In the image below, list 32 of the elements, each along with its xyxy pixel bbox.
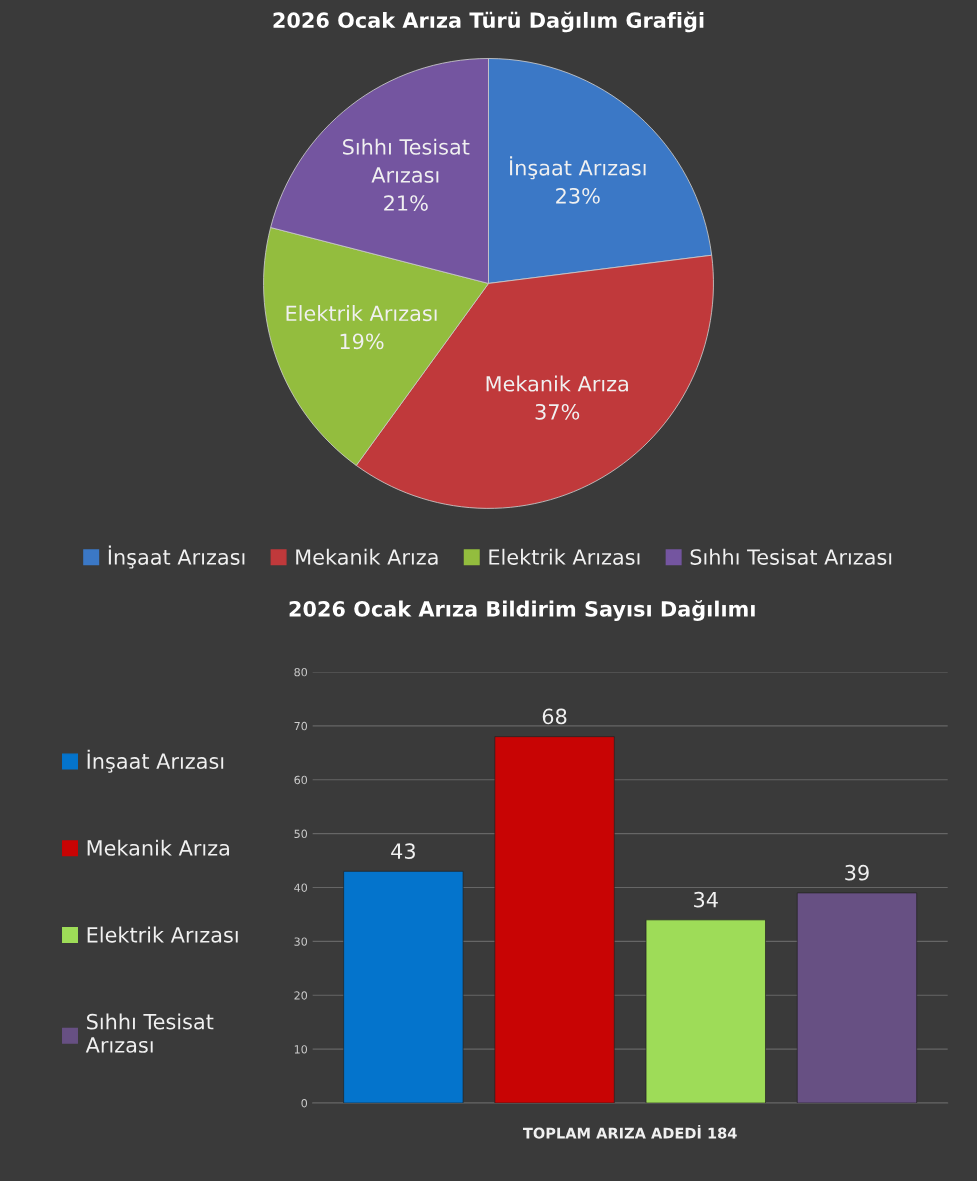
data-label: 34 [694,891,718,908]
slice-label: Sıhhı Tesisat Arızası [343,138,470,183]
slice-label: Elektrik Arızası [286,305,437,322]
legend-label: Elektrik Arızası [489,548,640,565]
y-tick-label: 0 [301,1099,308,1108]
y-tick-label: 50 [294,829,308,839]
legend-label: İnşaat Arızası [87,749,224,773]
y-tick-label: 60 [294,775,308,785]
data-label: 23% [556,187,600,204]
legend-label: İnşaat Arızası [108,545,245,569]
data-label: 37% [535,403,580,420]
legend-label: Sıhhı Tesisat Arızası [85,1013,214,1053]
y-tick-label: 30 [294,937,308,946]
slice-label: Mekanik Arıza [486,375,628,392]
chart-title: 2026 Ocak Arıza Türü Dağılım Grafiği [273,11,704,33]
data-label: 39 [845,864,869,881]
y-tick-label: 40 [294,883,308,892]
legend-label: Sıhhı Tesisat Arızası [690,548,892,565]
data-label: 19% [340,333,384,350]
legend-label: Mekanik Arıza [87,839,229,856]
y-tick-label: 70 [294,721,308,731]
y-tick-label: 80 [294,667,308,677]
y-tick-label: 20 [294,991,308,1000]
chart-title: 2026 Ocak Arıza Bildirim Sayısı Dağılımı [289,600,755,621]
data-label: 68 [542,708,567,725]
slice-label: İnşaat Arızası [510,156,646,180]
x-axis-title: TOPLAM ARIZA ADEDİ 184 [522,1124,737,1139]
y-tick-label: 10 [294,1045,308,1054]
data-label: 43 [391,843,415,859]
legend-label: Elektrik Arızası [87,926,238,943]
legend-label: Mekanik Arıza [296,548,438,565]
data-label: 21% [384,195,428,211]
